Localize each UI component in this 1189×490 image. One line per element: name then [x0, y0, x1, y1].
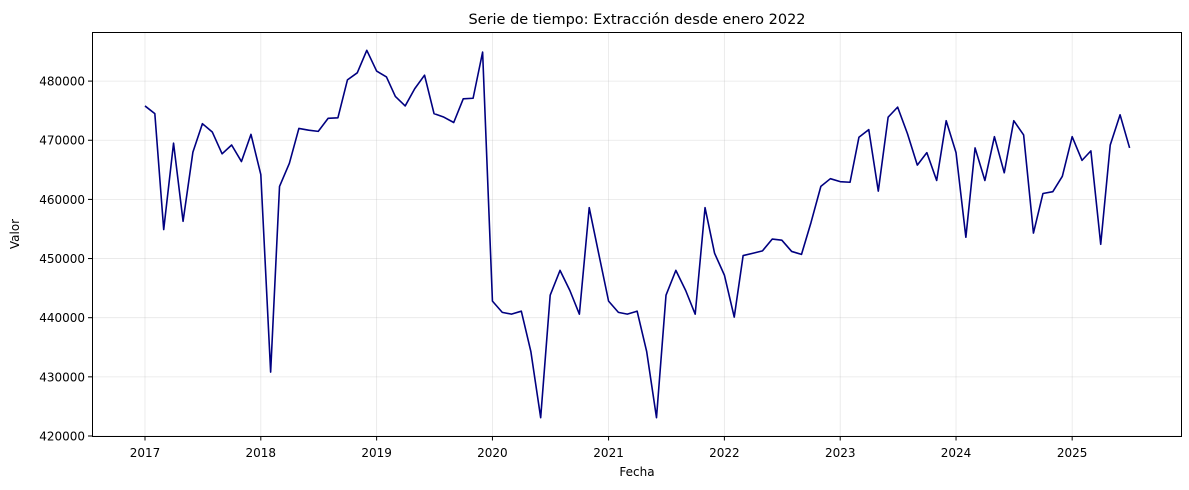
- x-tick-label: 2017: [130, 446, 161, 460]
- x-tick-label: 2023: [825, 446, 856, 460]
- y-tick-label: 430000: [39, 370, 85, 384]
- x-axis-label: Fecha: [619, 465, 654, 479]
- x-tick-label: 2021: [593, 446, 624, 460]
- y-tick-label: 460000: [39, 193, 85, 207]
- y-tick-label: 470000: [39, 134, 85, 148]
- y-axis: 420000 430000 440000 450000 460000 470000 4800…: [39, 75, 93, 444]
- y-tick-label: 450000: [39, 252, 85, 266]
- chart-title: Serie de tiempo: Extracción desde enero …: [468, 12, 805, 28]
- series-layer: [144, 49, 1131, 419]
- x-tick-label: 2022: [709, 446, 740, 460]
- x-axis: 2017 2018 2019 2020 2021 2022 2023 2024 2025: [130, 436, 1088, 460]
- y-tick-label: 440000: [39, 311, 85, 325]
- x-tick-label: 2025: [1057, 446, 1088, 460]
- series-line: [144, 49, 1131, 419]
- x-tick-label: 2018: [246, 446, 277, 460]
- y-axis-label: Valor: [8, 219, 22, 249]
- grid: [92, 32, 1181, 437]
- x-tick-label: 2019: [361, 446, 392, 460]
- x-tick-label: 2024: [941, 446, 972, 460]
- x-tick-label: 2020: [477, 446, 508, 460]
- plot-frame: [92, 32, 1182, 437]
- y-tick-label: 420000: [39, 430, 85, 444]
- y-tick-label: 480000: [39, 75, 85, 89]
